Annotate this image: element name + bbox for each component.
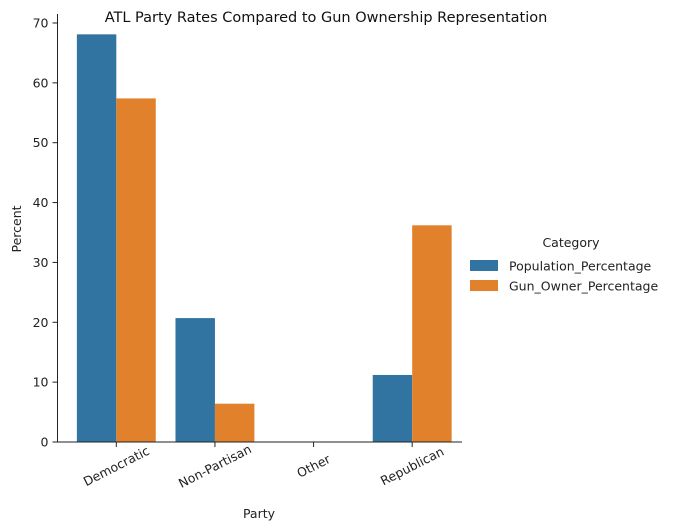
x-tick-label: Republican <box>378 444 446 489</box>
bars <box>76 34 452 442</box>
legend: Category Population_Percentage Gun_Owner_… <box>470 235 658 294</box>
legend-swatch <box>470 260 498 271</box>
y-axis: 0 10 20 30 40 50 60 70 <box>33 15 58 450</box>
y-tick-label: 40 <box>33 195 49 210</box>
x-tick-label: Other <box>294 451 333 481</box>
x-tick-label: Democratic <box>81 443 152 489</box>
bar-population-percentage-republican <box>372 374 413 442</box>
legend-label: Gun_Owner_Percentage <box>509 279 658 294</box>
legend-swatch <box>470 280 498 291</box>
bar-gun-owner-percentage-non-partisan <box>214 403 255 442</box>
y-tick-label: 10 <box>33 375 49 390</box>
y-tick-label: 20 <box>33 315 49 330</box>
bar-gun-owner-percentage-democratic <box>116 98 156 442</box>
chart-title: ATL Party Rates Compared to Gun Ownershi… <box>105 10 548 26</box>
y-tick-label: 30 <box>33 255 49 270</box>
legend-label: Population_Percentage <box>509 259 652 274</box>
y-tick-label: 0 <box>41 435 49 450</box>
y-tick-label: 60 <box>33 75 49 90</box>
bar-population-percentage-non-partisan <box>175 318 215 442</box>
y-axis-label: Percent <box>9 205 24 252</box>
x-axis: Democratic Non-Partisan Other Republican <box>81 441 447 491</box>
x-tick-label: Non-Partisan <box>176 441 254 491</box>
x-axis-label: Party <box>243 506 276 521</box>
bar-population-percentage-democratic <box>76 34 117 442</box>
bar-gun-owner-percentage-republican <box>412 225 452 442</box>
y-tick-label: 50 <box>33 135 49 150</box>
legend-title: Category <box>542 235 600 250</box>
y-tick-label: 70 <box>33 15 49 30</box>
